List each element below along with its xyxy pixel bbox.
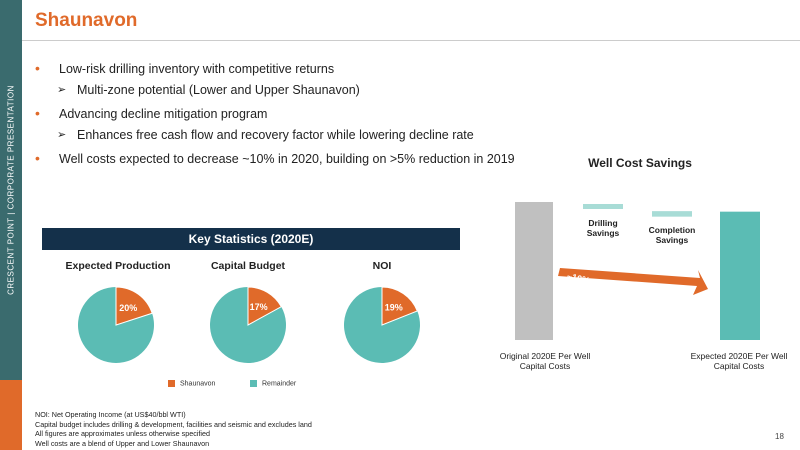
completion-savings-label: Completion Savings — [648, 225, 696, 245]
bar-drilling-savings — [583, 204, 623, 209]
bullet-dot-icon: • — [35, 150, 40, 166]
sub-bullet-2: ➢ Enhances free cash flow and recovery fa… — [35, 128, 535, 142]
arrow-bullet-icon: ➢ — [57, 129, 67, 141]
sidebar: CRESCENT POINT | CORPORATE PRESENTATION — [0, 0, 22, 450]
sidebar-text: CRESCENT POINT | CORPORATE PRESENTATION — [6, 85, 16, 295]
footnote-4: Well costs are a blend of Upper and Lowe… — [35, 438, 210, 448]
improvement-arrow — [558, 268, 708, 295]
original-cost-label: Original 2020E Per Well Capital Costs — [499, 351, 591, 371]
legend-shaunavon: Shaunavon — [168, 380, 215, 387]
legend-remainder: Remainder — [250, 380, 296, 387]
bullet-dot-icon: • — [35, 60, 40, 76]
bar-original-cost — [515, 202, 553, 340]
page-number: 18 — [775, 432, 784, 441]
bullet-1: • Low-risk drilling inventory with compet… — [35, 60, 535, 76]
bullet-dot-icon: • — [35, 105, 40, 121]
pie-label-capital: Capital Budget — [210, 260, 286, 272]
pie-capital: 17% — [210, 286, 286, 363]
legend-label-shaunavon: Shaunavon — [180, 380, 216, 388]
title-divider — [22, 40, 800, 41]
bar-completion-savings — [652, 211, 692, 217]
legend-swatch-remainder — [250, 380, 257, 387]
pie-value-label: 20% — [119, 303, 137, 313]
sidebar-accent — [0, 380, 22, 450]
footnotes: NOI: Net Operating Income (at US$40/bbl … — [35, 410, 312, 448]
pie-label-production: Expected Production — [65, 260, 171, 272]
pie-slice-shaunavon — [247, 286, 282, 326]
pie-slice-shaunavon — [381, 286, 418, 326]
bullet-1-text: Low-risk drilling inventory with competi… — [59, 62, 335, 76]
sub-bullet-1: ➢ Multi-zone potential (Lower and Upper S… — [35, 83, 535, 97]
bullet-list: • Low-risk drilling inventory with compet… — [35, 60, 535, 173]
footnote-1: NOI: Net Operating Income (at US$40/bbl … — [35, 410, 186, 419]
pie-value-label: 19% — [385, 303, 403, 313]
bullet-3-text: Well costs expected to decrease ~10% in … — [59, 152, 515, 166]
bullet-2: • Advancing decline mitigation program — [35, 105, 535, 121]
waterfall-chart — [515, 202, 760, 340]
bullet-2-text: Advancing decline mitigation program — [59, 107, 268, 121]
pie-value-label: 17% — [250, 302, 268, 312]
footnote-3: All figures are approximates unless othe… — [35, 429, 210, 438]
well-cost-title: Well Cost Savings — [588, 156, 692, 170]
pie-label-noi: NOI — [372, 260, 392, 272]
pie-slice-shaunavon — [115, 286, 153, 326]
page-title: Shaunavon — [35, 10, 138, 31]
drilling-savings-label: Drilling Savings — [586, 218, 620, 238]
legend-swatch-shaunavon — [168, 380, 175, 387]
sub-bullet-1-text: Multi-zone potential (Lower and Upper Sh… — [77, 83, 360, 97]
bullet-3: • Well costs expected to decrease ~10% in… — [35, 150, 535, 166]
pie-noi: 19% — [344, 286, 420, 363]
key-stats-header: Key Statistics (2020E) — [42, 228, 460, 250]
sub-bullet-2-text: Enhances free cash flow and recovery fac… — [77, 128, 474, 142]
pie-production: 20% — [77, 286, 154, 363]
legend-label-remainder: Remainder — [262, 380, 297, 388]
footnote-2: Capital budget includes drilling & devel… — [35, 419, 312, 429]
expected-cost-label: Expected 2020E Per Well Capital Costs — [690, 351, 788, 371]
bar-expected-cost — [720, 211, 760, 340]
arrow-bullet-icon: ➢ — [57, 84, 67, 96]
